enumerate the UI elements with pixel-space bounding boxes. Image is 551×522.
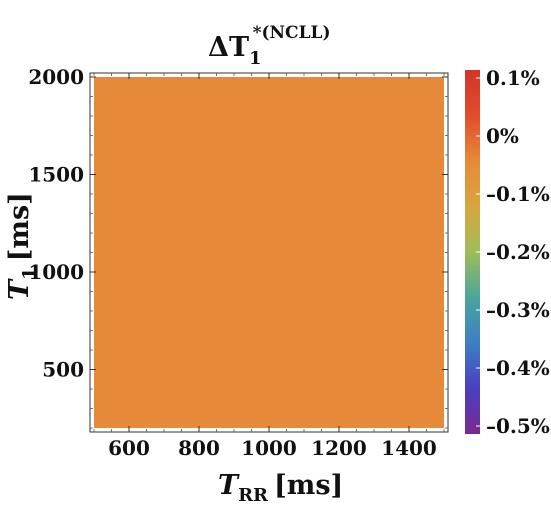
y-tick-label: 2000 [28,65,84,89]
x-tick-label: 600 [108,436,150,460]
y-tick-label: 500 [42,358,84,382]
heatmap-fill [94,77,444,428]
colorbar-labels: 0.1% 0% –0.1% –0.2% –0.3% –0.4% –0.5% [476,66,550,438]
y-tick-labels: 500 1000 1500 2000 [28,65,84,382]
x-tick-labels: 600 800 1000 1200 1400 [108,436,437,460]
x-tick-label: 800 [178,436,220,460]
chart-title: ΔT1*(NCLL) [208,23,331,69]
colorbar-label: –0.4% [486,356,550,380]
colorbar: 0.1% 0% –0.1% –0.2% –0.3% –0.4% –0.5% [465,66,550,438]
colorbar-label: –0.1% [486,182,550,206]
y-tick-label: 1000 [28,260,84,284]
x-axis-label: TRR [ms] [218,470,343,506]
x-tick-label: 1400 [381,436,437,460]
colorbar-label: –0.3% [486,298,550,322]
plot-area: 600 800 1000 1200 1400 500 1000 1500 2000 [28,65,449,460]
colorbar-label: 0% [486,124,519,148]
y-tick-label: 1500 [28,163,84,187]
colorbar-label: –0.2% [486,240,550,264]
x-tick-label: 1000 [241,436,297,460]
axis-ticks [90,73,448,432]
x-tick-label: 1200 [311,436,367,460]
y-axis-label: T1[ms] [4,192,40,300]
colorbar-label: –0.5% [486,414,550,438]
colorbar-gradient [465,70,480,434]
colorbar-label: 0.1% [486,66,540,90]
